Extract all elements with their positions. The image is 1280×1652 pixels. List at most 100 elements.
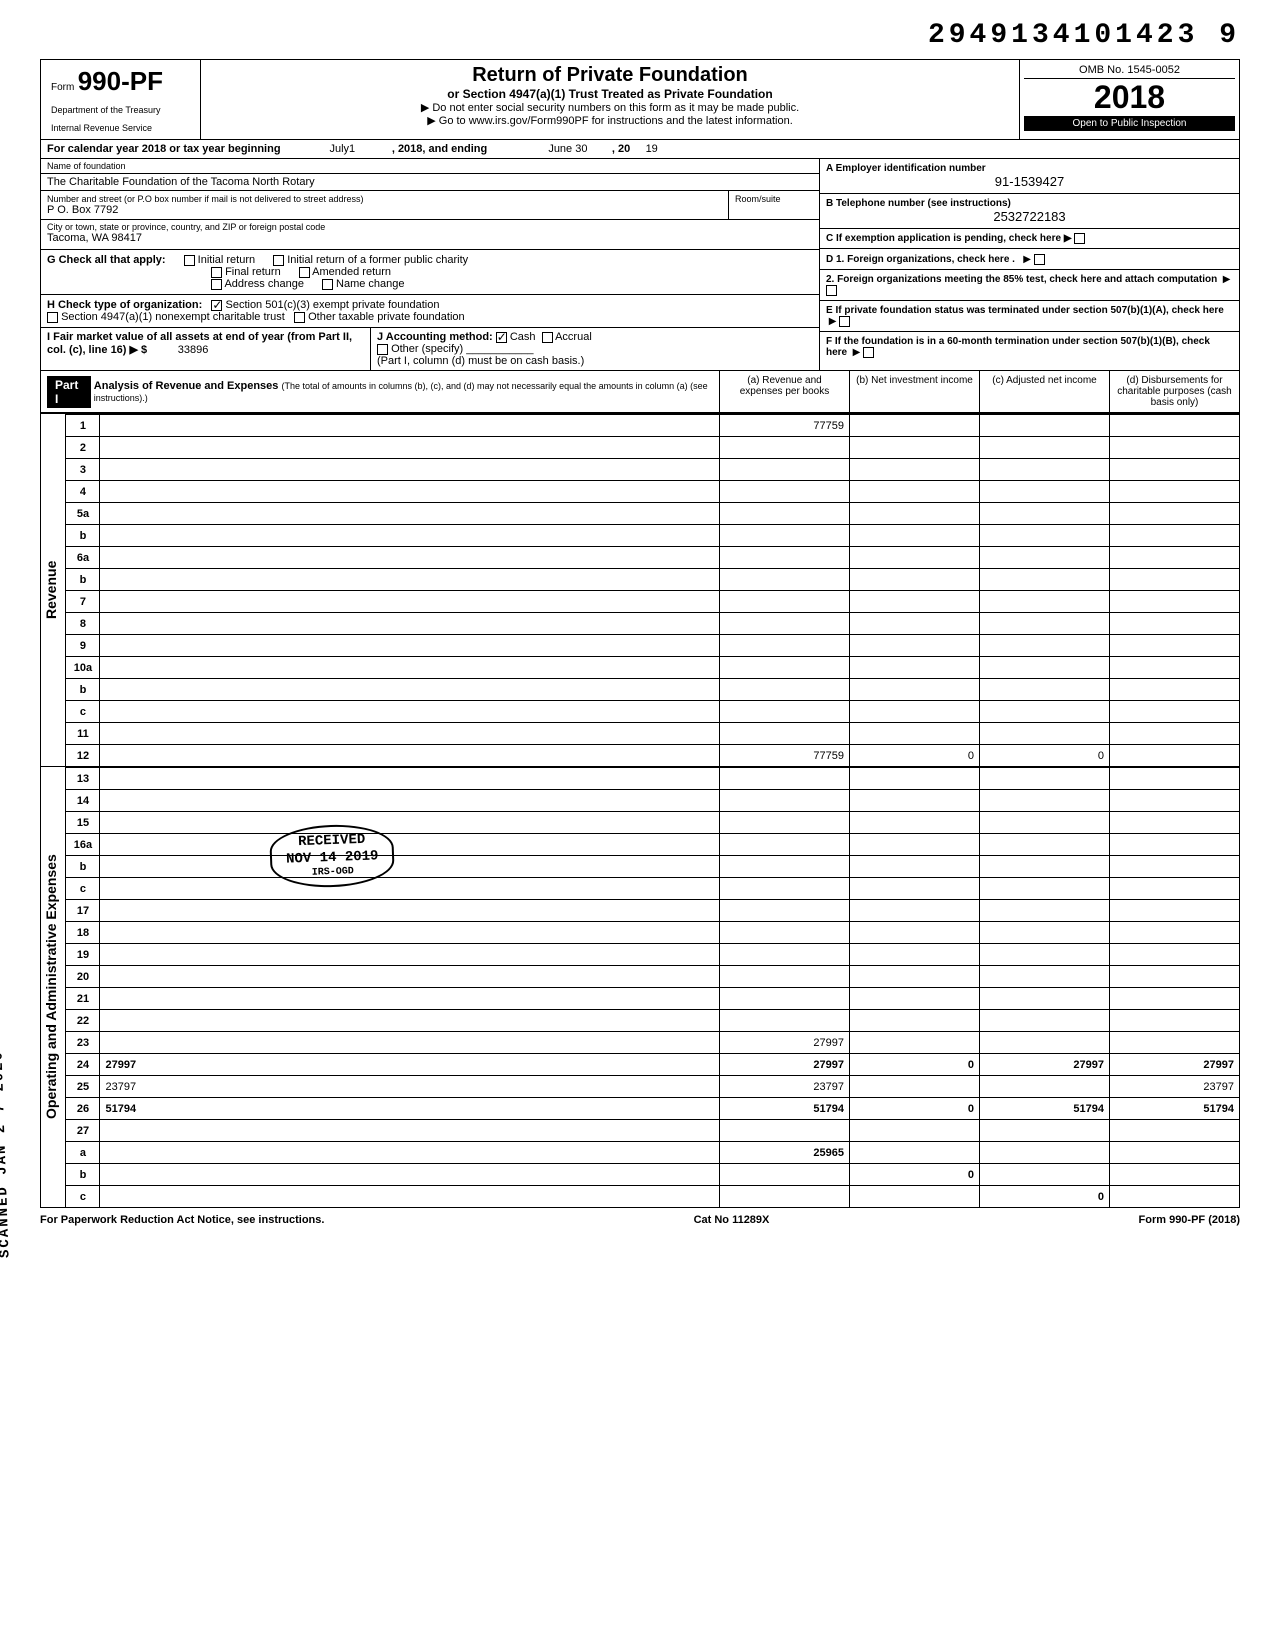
line-col-a: [720, 966, 850, 988]
g-opt-amended: Amended return: [312, 266, 391, 278]
line-col-c: [980, 900, 1110, 922]
g-initial-checkbox[interactable]: [184, 255, 195, 266]
line-col-c: [980, 922, 1110, 944]
line-desc: [100, 1010, 720, 1032]
line-number: 17: [66, 900, 100, 922]
line-col-c: [980, 415, 1110, 437]
line-col-b: [850, 547, 980, 569]
line-col-b: [850, 503, 980, 525]
g-opt-name: Name change: [336, 278, 405, 290]
line-number: 2: [66, 437, 100, 459]
line-col-d: [1110, 701, 1240, 723]
line-col-c: [980, 988, 1110, 1010]
revenue-side-label: Revenue: [41, 414, 61, 766]
j-cash-checkbox[interactable]: [496, 332, 507, 343]
g-amended-checkbox[interactable]: [299, 267, 310, 278]
line-number: 9: [66, 635, 100, 657]
table-row: 10a: [66, 657, 1240, 679]
g-former-checkbox[interactable]: [273, 255, 284, 266]
line-desc: [100, 1186, 720, 1208]
h-other-checkbox[interactable]: [294, 312, 305, 323]
line-col-d: [1110, 1164, 1240, 1186]
g-address-checkbox[interactable]: [211, 279, 222, 290]
g-name-checkbox[interactable]: [322, 279, 333, 290]
cal-begin: July1: [329, 143, 355, 155]
line-col-a: [720, 878, 850, 900]
table-row: 19: [66, 944, 1240, 966]
line-col-a: [720, 768, 850, 790]
line-number: 22: [66, 1010, 100, 1032]
table-row: 177759: [66, 415, 1240, 437]
cal-end-prefix: , 20: [612, 143, 630, 155]
line-desc: [100, 481, 720, 503]
d1-checkbox[interactable]: [1034, 254, 1045, 265]
table-row: 14: [66, 790, 1240, 812]
line-number: 15: [66, 812, 100, 834]
table-row: 18: [66, 922, 1240, 944]
line-col-d: [1110, 988, 1240, 1010]
line-desc: [100, 1164, 720, 1186]
e-checkbox[interactable]: [839, 316, 850, 327]
j-cash: Cash: [510, 331, 536, 343]
j-label: J Accounting method:: [377, 331, 493, 343]
line-col-b: [850, 701, 980, 723]
city-label: City or town, state or province, country…: [47, 222, 813, 232]
line-number: c: [66, 701, 100, 723]
line-col-a: 51794: [720, 1098, 850, 1120]
line-number: 3: [66, 459, 100, 481]
table-row: c0: [66, 1186, 1240, 1208]
form-note-2: ▶ Go to www.irs.gov/Form990PF for instru…: [211, 114, 1009, 127]
table-row: 22: [66, 1010, 1240, 1032]
c-checkbox[interactable]: [1074, 233, 1085, 244]
line-col-d: [1110, 481, 1240, 503]
line-col-b: [850, 1186, 980, 1208]
d2-checkbox[interactable]: [826, 285, 837, 296]
line-col-b: [850, 613, 980, 635]
line-col-b: [850, 944, 980, 966]
line-col-a: [720, 812, 850, 834]
line-desc: [100, 415, 720, 437]
tax-year: 2018: [1024, 79, 1235, 116]
cal-prefix: For calendar year 2018 or tax year begin…: [47, 143, 281, 155]
line-desc: [100, 966, 720, 988]
f-checkbox[interactable]: [863, 347, 874, 358]
line-col-c: [980, 657, 1110, 679]
calendar-year-row: For calendar year 2018 or tax year begin…: [40, 140, 1240, 159]
line-col-a: [720, 723, 850, 745]
table-row: b: [66, 679, 1240, 701]
form-subtitle: or Section 4947(a)(1) Trust Treated as P…: [211, 87, 1009, 101]
line-col-c: [980, 1164, 1110, 1186]
line-desc: [100, 944, 720, 966]
line-col-a: 77759: [720, 745, 850, 767]
line-number: 23: [66, 1032, 100, 1054]
line-col-c: [980, 1010, 1110, 1032]
line-desc: [100, 812, 720, 834]
line-col-b: [850, 1010, 980, 1032]
line-col-c: [980, 547, 1110, 569]
h-501c3-checkbox[interactable]: [211, 300, 222, 311]
line-col-c: [980, 790, 1110, 812]
line-desc: [100, 657, 720, 679]
form-header: Form 990-PF Department of the Treasury I…: [40, 59, 1240, 140]
g-final-checkbox[interactable]: [211, 267, 222, 278]
line-desc: [100, 1120, 720, 1142]
foundation-city: Tacoma, WA 98417: [47, 232, 813, 244]
j-other-checkbox[interactable]: [377, 344, 388, 355]
table-row: b: [66, 856, 1240, 878]
line-col-b: [850, 878, 980, 900]
d2-label: 2. Foreign organizations meeting the 85%…: [826, 274, 1217, 285]
line-col-b: [850, 525, 980, 547]
col-d-header: (d) Disbursements for charitable purpose…: [1109, 371, 1239, 412]
line-col-a: [720, 988, 850, 1010]
line-col-a: 25965: [720, 1142, 850, 1164]
h-4947-checkbox[interactable]: [47, 312, 58, 323]
line-col-a: [720, 922, 850, 944]
line-col-c: [980, 591, 1110, 613]
i-value: 33896: [178, 344, 209, 356]
line-col-c: [980, 459, 1110, 481]
table-row: 127775900: [66, 745, 1240, 767]
line-col-a: [720, 657, 850, 679]
line-number: 19: [66, 944, 100, 966]
j-accrual-checkbox[interactable]: [542, 332, 553, 343]
line-col-b: 0: [850, 1098, 980, 1120]
